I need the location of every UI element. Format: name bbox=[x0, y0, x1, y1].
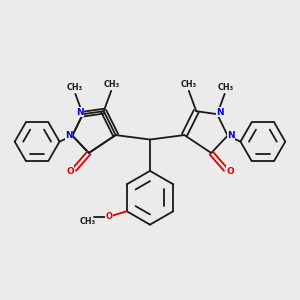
Text: N: N bbox=[76, 108, 84, 117]
Text: CH₃: CH₃ bbox=[180, 80, 196, 89]
Text: O: O bbox=[226, 167, 234, 176]
Text: N: N bbox=[65, 131, 73, 140]
Text: CH₃: CH₃ bbox=[104, 80, 120, 89]
Text: CH₃: CH₃ bbox=[67, 83, 83, 92]
Text: CH₃: CH₃ bbox=[79, 218, 95, 226]
Text: CH₃: CH₃ bbox=[217, 83, 233, 92]
Text: N: N bbox=[216, 108, 224, 117]
Text: N: N bbox=[227, 131, 235, 140]
Text: O: O bbox=[66, 167, 74, 176]
Text: O: O bbox=[106, 212, 113, 221]
